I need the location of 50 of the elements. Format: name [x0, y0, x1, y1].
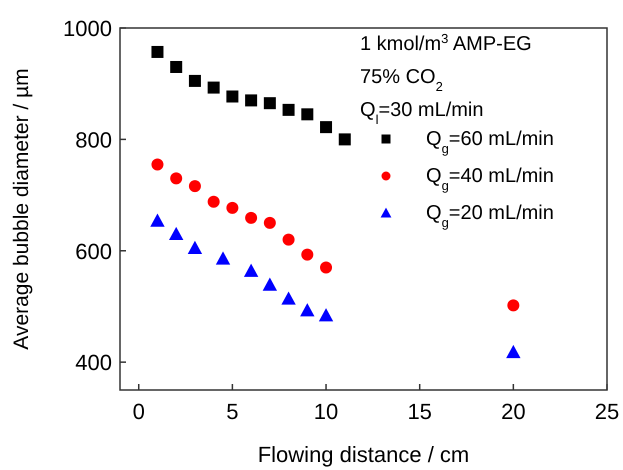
x-tick-label: 10: [314, 399, 338, 424]
point: [216, 251, 230, 265]
legend-label: Q$_{g}$=20 mL/min: [426, 202, 554, 230]
point: [301, 248, 314, 261]
point: [208, 196, 220, 208]
point: [245, 94, 258, 106]
point: [168, 226, 184, 240]
annotation: 75% CO$_{2}$: [360, 66, 443, 94]
point: [208, 82, 220, 94]
point: [320, 261, 332, 274]
legend-label: Q$_{g}$=60 mL/min: [426, 128, 554, 156]
y-axis-title: Average bubble diameter / µm: [10, 68, 33, 350]
x-tick-label: 0: [132, 399, 145, 424]
point: [301, 108, 314, 120]
point: [150, 213, 165, 227]
point: [188, 180, 201, 192]
x-tick-label: 25: [594, 399, 620, 424]
point: [262, 278, 278, 291]
y-tick-label: 600: [75, 238, 112, 264]
point: [318, 308, 334, 322]
point: [507, 299, 520, 312]
point: [244, 264, 258, 277]
y-tick-label: 1000: [63, 16, 112, 41]
point: [226, 202, 238, 214]
point: [300, 303, 315, 316]
point: [170, 172, 182, 184]
point: [338, 133, 351, 146]
x-tick-label: 5: [226, 399, 239, 424]
point: [281, 291, 296, 305]
point: [226, 90, 238, 102]
point: [245, 212, 258, 224]
point: [264, 97, 276, 110]
point: [151, 158, 164, 170]
point: [320, 121, 332, 134]
point: [506, 344, 521, 358]
point: [188, 74, 201, 87]
x-tick-label: 20: [501, 399, 526, 424]
x-axis-title: Flowing distance / cm: [258, 442, 470, 467]
point: [282, 234, 295, 246]
x-tick-label: 15: [407, 399, 432, 424]
legend-label: Q$_{g}$=40 mL/min: [426, 165, 554, 192]
point: [188, 240, 202, 254]
annotation: 1 kmol/m$^{3}$ AMP-EG: [360, 30, 532, 55]
point: [282, 104, 295, 116]
y-tick-label: 800: [75, 127, 112, 152]
point: [151, 46, 164, 58]
point: [170, 60, 182, 73]
annotation: Q$_{l}$=30 mL/min: [360, 99, 484, 126]
y-tick-label: 400: [75, 350, 112, 376]
point: [264, 216, 276, 229]
